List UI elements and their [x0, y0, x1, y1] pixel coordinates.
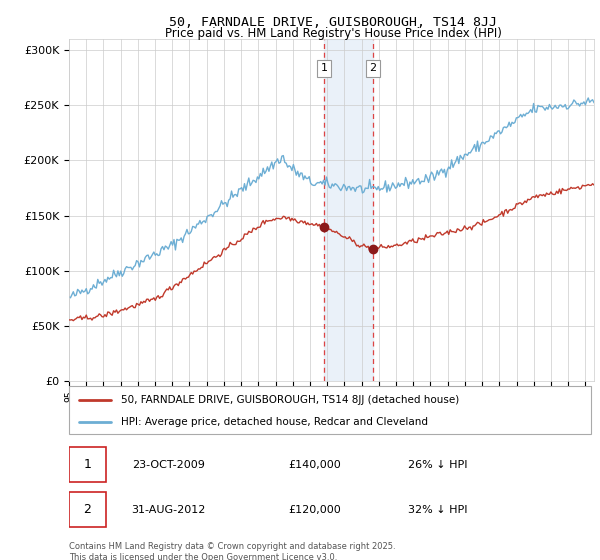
Text: 23-OCT-2009: 23-OCT-2009	[131, 460, 205, 470]
Text: 2: 2	[83, 503, 91, 516]
Text: 50, FARNDALE DRIVE, GUISBOROUGH, TS14 8JJ (detached house): 50, FARNDALE DRIVE, GUISBOROUGH, TS14 8J…	[121, 395, 460, 405]
FancyBboxPatch shape	[69, 386, 591, 434]
FancyBboxPatch shape	[69, 447, 106, 482]
Text: Price paid vs. HM Land Registry's House Price Index (HPI): Price paid vs. HM Land Registry's House …	[164, 27, 502, 40]
Text: HPI: Average price, detached house, Redcar and Cleveland: HPI: Average price, detached house, Redc…	[121, 417, 428, 427]
Text: 32% ↓ HPI: 32% ↓ HPI	[409, 505, 468, 515]
Text: £120,000: £120,000	[288, 505, 341, 515]
Text: This data is licensed under the Open Government Licence v3.0.: This data is licensed under the Open Gov…	[69, 553, 337, 560]
Text: £140,000: £140,000	[288, 460, 341, 470]
Text: 50, FARNDALE DRIVE, GUISBOROUGH, TS14 8JJ: 50, FARNDALE DRIVE, GUISBOROUGH, TS14 8J…	[169, 16, 497, 29]
Text: 31-AUG-2012: 31-AUG-2012	[131, 505, 206, 515]
FancyBboxPatch shape	[69, 492, 106, 528]
Text: 2: 2	[370, 63, 377, 73]
Text: Contains HM Land Registry data © Crown copyright and database right 2025.: Contains HM Land Registry data © Crown c…	[69, 542, 395, 551]
Bar	[324, 39, 373, 381]
Text: 26% ↓ HPI: 26% ↓ HPI	[409, 460, 468, 470]
Text: 1: 1	[83, 458, 91, 472]
Text: 1: 1	[320, 63, 328, 73]
